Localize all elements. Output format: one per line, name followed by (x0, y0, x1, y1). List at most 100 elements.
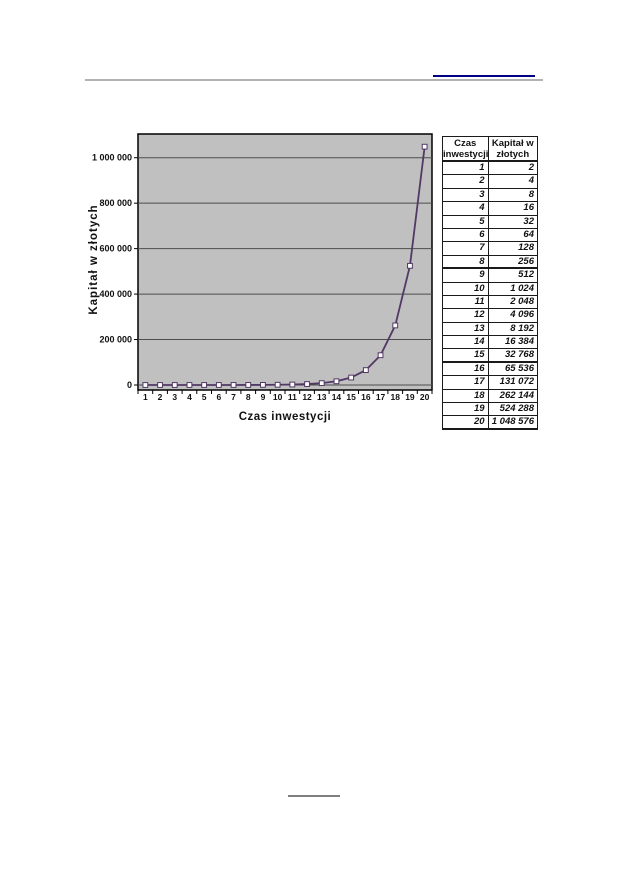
table-row: 7 128 (443, 242, 538, 256)
table-header-row: Czas inwestycji Kapitał w złotych (443, 137, 538, 162)
data-point-marker (333, 378, 340, 385)
table-row: 11 2 048 (443, 295, 538, 310)
column-header-kapital: Kapitał w złotych (488, 137, 538, 162)
cell-czas: 18 (443, 389, 489, 404)
y-tick-label: 1 000 000 (92, 153, 132, 163)
cell-czas: 14 (443, 336, 489, 350)
data-point-marker (142, 382, 149, 388)
cell-kapital: 2 048 (488, 295, 538, 310)
cell-kapital: 64 (488, 228, 538, 243)
cell-kapital: 4 096 (488, 309, 538, 323)
cell-kapital: 16 384 (488, 336, 538, 350)
x-tick-label: 9 (261, 392, 266, 402)
table-row: 15 32 768 (443, 349, 538, 363)
table-row: 12 4 096 (443, 309, 538, 323)
x-tick-label: 8 (246, 392, 251, 402)
table-row: 1 2 (443, 162, 538, 176)
data-point-marker (421, 143, 428, 150)
cell-kapital: 1 024 (488, 282, 538, 296)
footnote-rule (288, 795, 340, 797)
data-point-marker (318, 380, 325, 387)
x-tick-label: 1 (143, 392, 148, 402)
cell-kapital: 1 048 576 (488, 416, 538, 430)
cell-kapital: 32 768 (488, 349, 538, 363)
cell-czas: 1 (443, 162, 489, 176)
table-row: 9 512 (443, 269, 538, 283)
x-tick-label: 20 (420, 392, 430, 402)
data-point-marker (304, 381, 310, 387)
cell-czas: 5 (443, 215, 489, 229)
cell-kapital: 128 (488, 242, 538, 256)
table-row: 13 8 192 (443, 322, 538, 337)
cell-kapital: 262 144 (488, 389, 538, 404)
table-row: 6 64 (443, 228, 538, 243)
data-point-marker (274, 381, 281, 388)
x-tick-label: 10 (273, 392, 283, 402)
cell-kapital: 131 072 (488, 376, 538, 390)
data-point-marker (260, 381, 266, 388)
table-row: 5 32 (443, 215, 538, 229)
x-tick-label: 13 (317, 392, 327, 402)
table-row: 3 8 (443, 188, 538, 203)
y-tick-label: 800 000 (99, 198, 132, 208)
table-row: 20 1 048 576 (443, 416, 538, 430)
x-tick-label: 4 (187, 392, 192, 402)
x-tick-label: 6 (216, 392, 221, 402)
cell-czas: 4 (443, 202, 489, 216)
cell-kapital: 65 536 (488, 362, 538, 377)
x-tick-label: 19 (405, 392, 415, 402)
data-point-marker (377, 352, 384, 359)
data-point-marker (245, 382, 252, 388)
data-point-marker (215, 382, 222, 388)
x-tick-label: 15 (346, 392, 356, 402)
x-tick-label: 2 (158, 392, 163, 402)
x-tick-label: 18 (391, 392, 401, 402)
data-point-marker (289, 381, 296, 388)
y-tick-label: 400 000 (99, 289, 132, 299)
cell-czas: 19 (443, 403, 489, 417)
cell-czas: 10 (443, 282, 489, 296)
data-point-marker (171, 382, 178, 388)
cell-czas: 7 (443, 242, 489, 256)
investment-table-body: 1 2 2 4 3 8 4 16 5 32 6 64 7 128 8 (443, 162, 538, 430)
y-axis-title: Kapitał w złotych (88, 204, 100, 314)
header-rule-accent (433, 75, 535, 77)
x-tick-label: 11 (288, 392, 297, 402)
data-point-marker (348, 374, 355, 381)
cell-kapital: 4 (488, 175, 538, 189)
cell-czas: 13 (443, 322, 489, 337)
investment-table: Czas inwestycji Kapitał w złotych 1 2 2 … (442, 136, 538, 430)
x-tick-label: 3 (172, 392, 177, 402)
cell-kapital: 512 (488, 269, 538, 283)
table-row: 18 262 144 (443, 389, 538, 404)
cell-kapital: 8 192 (488, 322, 538, 337)
y-tick-label: 600 000 (99, 244, 132, 254)
data-point-marker (201, 382, 208, 388)
cell-kapital: 16 (488, 202, 538, 216)
cell-czas: 8 (443, 255, 489, 270)
column-header-czas: Czas inwestycji (443, 137, 489, 162)
table-row: 19 524 288 (443, 403, 538, 417)
cell-kapital: 8 (488, 188, 538, 203)
capital-growth-chart: 0 200 000 400 000 600 000 800 000 1 000 000 1 2… (85, 128, 435, 430)
data-point-marker (407, 262, 413, 269)
cell-czas: 6 (443, 228, 489, 243)
table-row: 17 131 072 (443, 376, 538, 390)
table-row: 14 16 384 (443, 336, 538, 350)
x-axis-title: Czas inwestycji (239, 411, 332, 423)
cell-czas: 20 (443, 416, 489, 430)
y-tick-label: 200 000 (99, 335, 132, 345)
cell-czas: 11 (443, 295, 489, 310)
x-tick-label: 16 (361, 392, 371, 402)
table-row: 16 65 536 (443, 362, 538, 377)
x-tick-label: 14 (332, 392, 342, 402)
y-tick-label: 0 (127, 380, 132, 390)
plot-area (137, 133, 433, 391)
data-point-marker (157, 382, 163, 388)
x-tick-label: 7 (231, 392, 236, 402)
cell-kapital: 32 (488, 215, 538, 229)
x-tick-label: 12 (302, 392, 312, 402)
x-tick-label: 17 (376, 392, 386, 402)
